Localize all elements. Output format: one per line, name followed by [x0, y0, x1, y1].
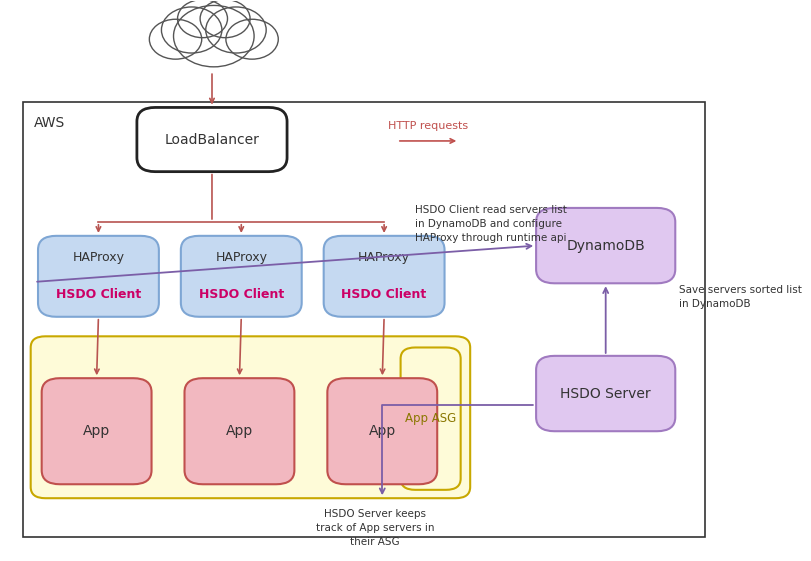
Text: Save servers sorted list
in DynamoDB: Save servers sorted list in DynamoDB [679, 284, 802, 309]
Text: HAProxy: HAProxy [215, 251, 268, 264]
Circle shape [149, 19, 202, 59]
Text: AWS: AWS [34, 116, 66, 130]
Circle shape [206, 7, 266, 53]
Circle shape [161, 7, 222, 53]
Circle shape [178, 0, 228, 38]
FancyBboxPatch shape [536, 208, 676, 283]
Text: HSDO Client read servers list
in DynamoDB and configure
HAProxy through runtime : HSDO Client read servers list in DynamoD… [415, 205, 567, 243]
FancyBboxPatch shape [181, 236, 302, 317]
FancyBboxPatch shape [137, 108, 287, 172]
FancyBboxPatch shape [185, 378, 294, 484]
Text: HSDO Client: HSDO Client [341, 288, 427, 301]
Text: LoadBalancer: LoadBalancer [165, 132, 260, 146]
Text: HSDO Client: HSDO Client [199, 288, 284, 301]
Circle shape [174, 6, 254, 67]
Text: App ASG: App ASG [405, 412, 457, 425]
FancyBboxPatch shape [401, 347, 461, 490]
Circle shape [226, 19, 278, 59]
FancyBboxPatch shape [31, 337, 470, 498]
FancyBboxPatch shape [536, 356, 676, 431]
Text: App: App [369, 424, 396, 438]
Bar [24, 102, 705, 537]
Text: HSDO Client: HSDO Client [56, 288, 141, 301]
FancyBboxPatch shape [328, 378, 437, 484]
Text: App: App [83, 424, 110, 438]
Text: DynamoDB: DynamoDB [566, 238, 645, 252]
Circle shape [200, 0, 250, 38]
FancyBboxPatch shape [41, 378, 152, 484]
FancyBboxPatch shape [324, 236, 444, 317]
Text: HAProxy: HAProxy [72, 251, 124, 264]
Text: HAProxy: HAProxy [358, 251, 410, 264]
Text: HSDO Server: HSDO Server [560, 387, 651, 401]
Text: HTTP requests: HTTP requests [388, 121, 468, 131]
Text: HSDO Server keeps
track of App servers in
their ASG: HSDO Server keeps track of App servers i… [315, 509, 434, 548]
FancyBboxPatch shape [38, 236, 159, 317]
Text: App: App [225, 424, 253, 438]
